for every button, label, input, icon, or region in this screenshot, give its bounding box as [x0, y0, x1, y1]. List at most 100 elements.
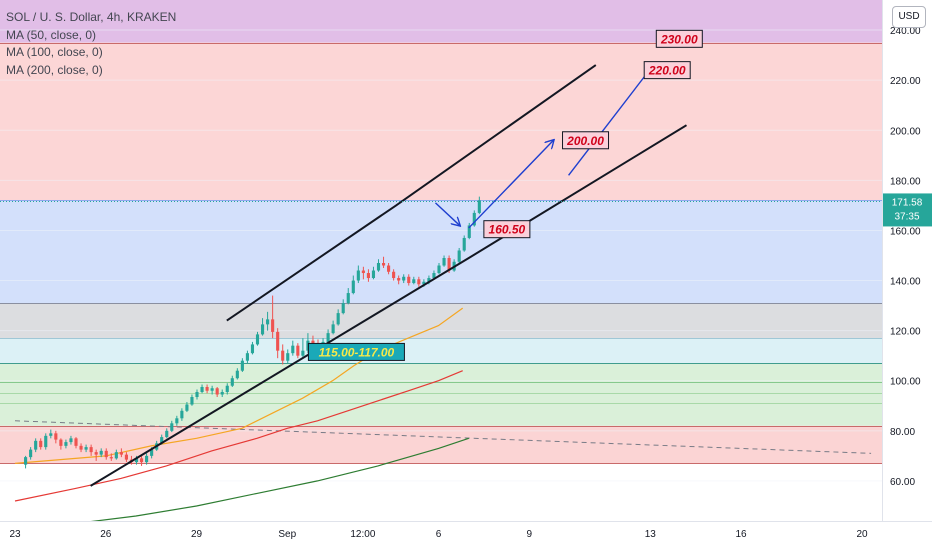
- candle: [109, 453, 113, 461]
- candle: [477, 196, 481, 215]
- candle-body: [185, 404, 189, 411]
- zone-band-6: [0, 425, 882, 464]
- candle-body: [331, 324, 335, 334]
- y-tick-label-4: 140.00: [890, 277, 921, 288]
- candle: [215, 386, 219, 398]
- candle: [79, 443, 83, 453]
- candle: [84, 444, 88, 453]
- candle-body: [266, 319, 270, 325]
- candle-body: [255, 334, 260, 345]
- x-tick-label-3: Sep: [278, 529, 296, 540]
- price-axis-background: [882, 0, 932, 550]
- candle: [397, 275, 401, 285]
- candle: [281, 344, 285, 365]
- candle-body: [296, 345, 300, 356]
- last-price-tag: 171.58 37:35: [883, 193, 932, 227]
- currency-button[interactable]: USD: [892, 6, 926, 28]
- candle: [49, 429, 53, 439]
- candle-body: [271, 319, 275, 332]
- ma-line-0: [14, 307, 464, 464]
- candle: [200, 384, 204, 394]
- dashed-trend-line: [14, 420, 872, 454]
- y-tick-label-8: 220.00: [890, 76, 921, 87]
- price-annotation-label: 115.00-117.00: [319, 345, 395, 359]
- candle-body: [250, 344, 255, 354]
- candle-body: [381, 263, 386, 266]
- candle-body: [397, 278, 401, 281]
- candle: [170, 420, 174, 433]
- candle: [255, 331, 260, 346]
- x-tick-label-4: 12:00: [350, 529, 375, 540]
- candle-body: [104, 450, 108, 458]
- price-annotation-label: 220.00: [648, 64, 686, 78]
- candle: [381, 256, 386, 269]
- candle-body: [44, 435, 48, 448]
- x-tick-label-2: 29: [191, 529, 203, 540]
- candle-body: [286, 353, 290, 361]
- candle: [210, 385, 214, 395]
- y-tick-label-3: 120.00: [890, 327, 921, 338]
- channel-upper-line: [226, 64, 597, 322]
- candle-body: [134, 458, 139, 463]
- candle: [296, 343, 300, 359]
- candle: [190, 394, 194, 406]
- candle-body: [291, 345, 295, 354]
- candle-body: [422, 281, 426, 285]
- candle-body: [477, 200, 481, 213]
- price-annotation-label: 230.00: [660, 32, 698, 46]
- candle: [371, 266, 376, 280]
- y-tick-label-1: 80.00: [890, 427, 915, 438]
- candle: [185, 402, 189, 413]
- candle-body: [39, 440, 43, 448]
- candle: [266, 311, 270, 331]
- candle-body: [356, 270, 360, 281]
- candle: [336, 309, 340, 326]
- candle: [59, 438, 63, 450]
- candle: [356, 265, 360, 284]
- candle-body: [49, 433, 53, 436]
- candle: [346, 288, 350, 305]
- candle-body: [124, 454, 128, 460]
- candle: [417, 276, 421, 287]
- candle-body: [281, 350, 285, 361]
- candle-body: [54, 433, 58, 440]
- candle: [472, 210, 476, 227]
- candle-body: [462, 237, 466, 251]
- candle: [54, 430, 58, 444]
- candle: [457, 247, 461, 264]
- candle-body: [442, 257, 446, 266]
- candle-body: [139, 458, 144, 463]
- candle: [301, 338, 305, 359]
- candle: [437, 263, 441, 275]
- bar-countdown: 37:35: [894, 211, 919, 222]
- candle: [331, 320, 335, 335]
- candle-body: [225, 385, 229, 393]
- x-tick-label-5: 6: [436, 529, 442, 540]
- candle-body: [467, 225, 471, 238]
- candle-body: [210, 388, 214, 391]
- candle: [124, 452, 128, 463]
- candle-body: [472, 212, 476, 226]
- candle: [407, 274, 411, 286]
- x-tick-label-9: 20: [856, 529, 868, 540]
- plot-area: 230.00 220.00 200.00 160.50 115.00-117.00: [0, 0, 882, 521]
- candle-body: [175, 418, 179, 424]
- candle-body: [29, 449, 33, 458]
- candle: [467, 222, 471, 240]
- candle-body: [301, 350, 305, 356]
- price-annotation: 230.00: [655, 29, 703, 48]
- candle-body: [341, 303, 345, 314]
- candle: [69, 435, 73, 445]
- price-annotation-box: [483, 220, 531, 239]
- ma-line-2: [90, 437, 469, 521]
- candle-body: [190, 397, 194, 405]
- candle: [291, 340, 295, 356]
- candle-body: [89, 447, 93, 453]
- candle: [165, 428, 169, 439]
- candle-body: [99, 450, 103, 455]
- candle: [235, 368, 239, 380]
- candle-body: [74, 438, 78, 446]
- candle: [94, 449, 98, 461]
